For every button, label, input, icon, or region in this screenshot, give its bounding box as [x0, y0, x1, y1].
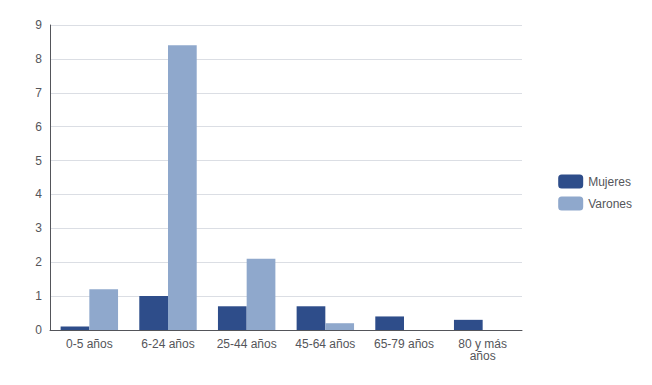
svg-text:años: años [470, 349, 496, 363]
svg-text:4: 4 [35, 187, 42, 201]
svg-text:0: 0 [35, 323, 42, 337]
svg-text:Varones: Varones [588, 197, 632, 211]
svg-text:3: 3 [35, 221, 42, 235]
svg-text:65-79 años: 65-79 años [374, 337, 434, 351]
svg-text:80 y más: 80 y más [458, 337, 507, 351]
svg-text:2: 2 [35, 255, 42, 269]
svg-text:45-64 años: 45-64 años [295, 337, 355, 351]
svg-text:7: 7 [35, 86, 42, 100]
svg-text:6-24 años: 6-24 años [141, 337, 194, 351]
svg-text:0-5 años: 0-5 años [66, 337, 113, 351]
svg-text:1: 1 [35, 289, 42, 303]
svg-text:Mujeres: Mujeres [588, 175, 631, 189]
svg-text:6: 6 [35, 120, 42, 134]
svg-text:5: 5 [35, 154, 42, 168]
svg-text:9: 9 [35, 18, 42, 32]
svg-text:25-44 años: 25-44 años [217, 337, 277, 351]
svg-text:8: 8 [35, 52, 42, 66]
